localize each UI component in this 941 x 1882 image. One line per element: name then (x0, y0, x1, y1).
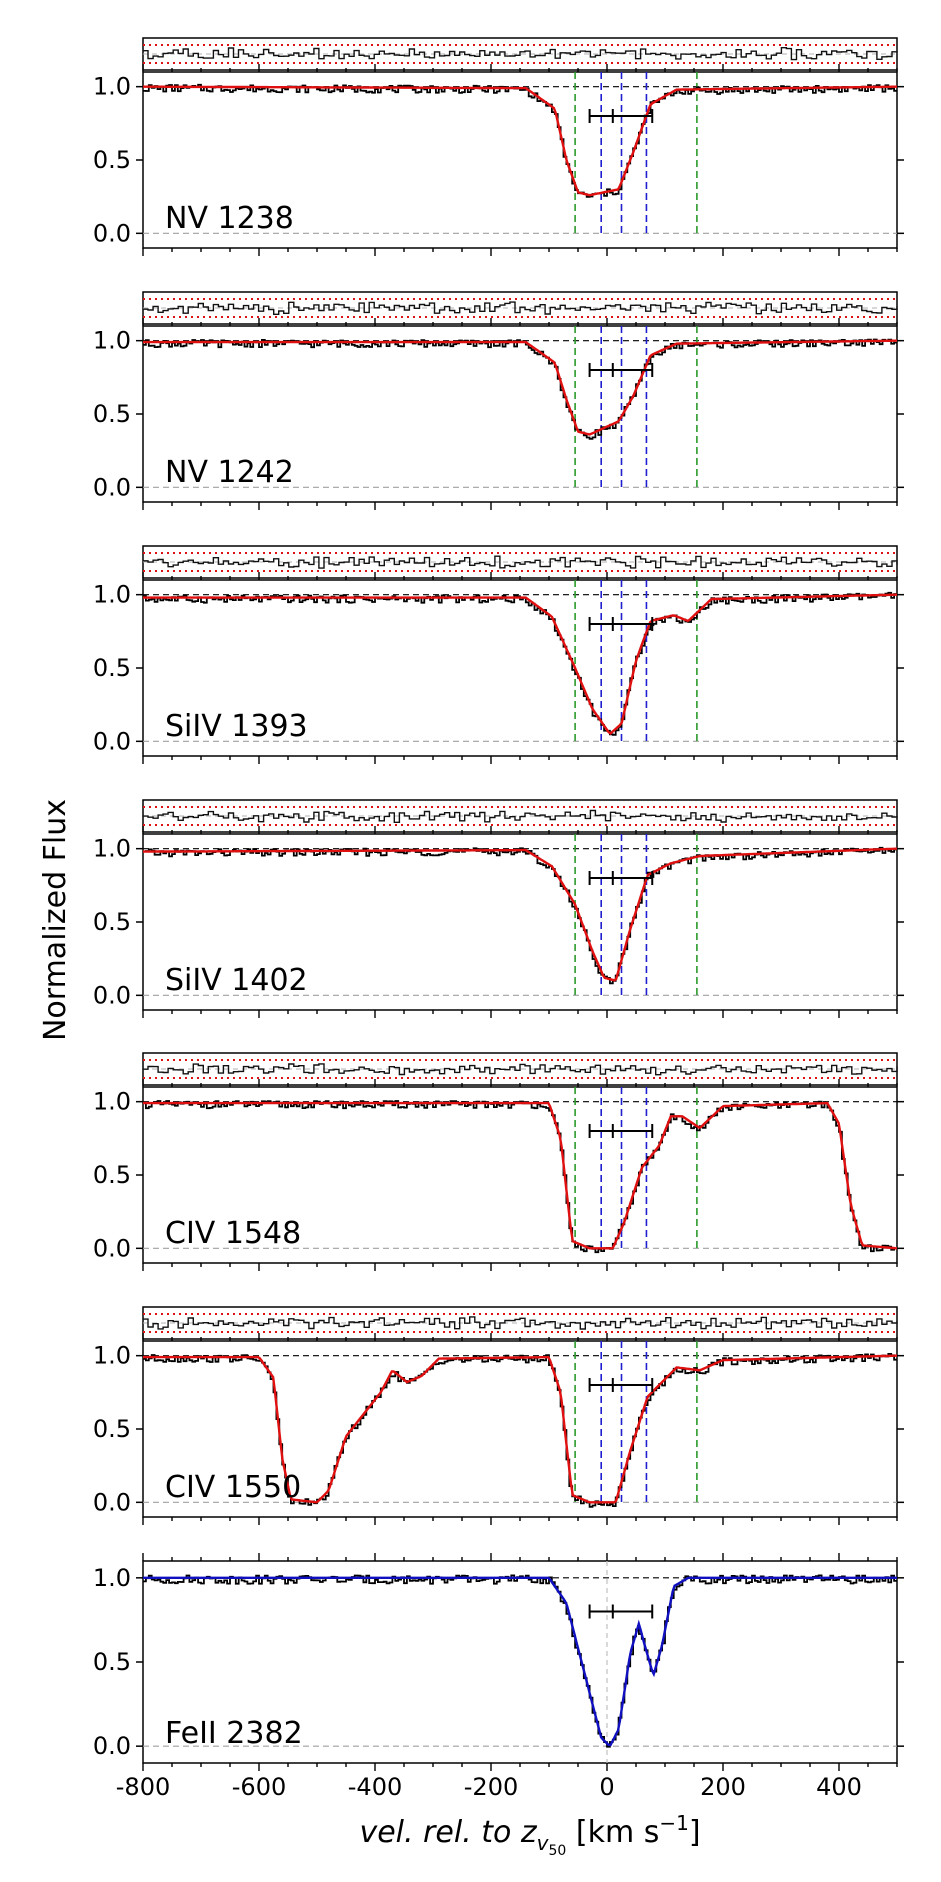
x-tick-label: -400 (348, 1773, 402, 1801)
ion-label: NV 1238 (165, 201, 294, 236)
residual-strip (142, 799, 898, 833)
ion-label: NV 1242 (165, 455, 294, 490)
y-tick-label: 0.5 (93, 400, 131, 428)
y-tick-label: 1.0 (93, 1342, 131, 1370)
y-tick-label: 1.0 (93, 581, 131, 609)
model-fit (143, 847, 897, 982)
model-fit (143, 339, 897, 436)
y-tick-label: 0.0 (93, 219, 131, 247)
y-tick-label: 0.0 (93, 1488, 131, 1516)
y-tick-label: 0.5 (93, 1161, 131, 1189)
residual-strip (142, 37, 898, 71)
y-tick-label: 0.0 (93, 473, 131, 501)
x-tick-label: 0 (599, 1773, 614, 1801)
spectrum-panel: 0.0 0.5 1.0 SiIV 1402 (93, 799, 904, 1018)
spectrum-panel: 0.0 0.5 1.0 SiIV 1393 (93, 545, 904, 764)
y-tick-label: 0.0 (93, 1732, 131, 1760)
panels-layer: 0.0 0.5 1.0 NV 1238 0.0 0.5 1.0 NV 1242 0.0 0.5 1.… (93, 37, 904, 1801)
model-fit (143, 1354, 897, 1504)
ion-label: SiIV 1402 (165, 963, 308, 998)
spectrum-panel: 0.0 0.5 1.0 NV 1242 (93, 291, 904, 510)
y-tick-label: 0.5 (93, 654, 131, 682)
y-tick-label: 0.5 (93, 908, 131, 936)
spectrum-panel: 0.0 0.5 1.0 NV 1238 (93, 37, 904, 256)
y-tick-label: 0.5 (93, 1415, 131, 1443)
y-tick-label: 1.0 (93, 835, 131, 863)
model-fit (143, 593, 897, 736)
spectrum-panel: 0.0 0.5 1.0 CIV 1548 (93, 1052, 904, 1271)
observed-spectrum (143, 591, 897, 736)
y-tick-label: 0.0 (93, 1234, 131, 1262)
residual-strip (142, 1306, 898, 1340)
x-axis-title-unit: [km s (566, 1815, 659, 1850)
y-tick-label: 1.0 (93, 73, 131, 101)
x-axis-title-unit-exp: −1 (659, 1811, 688, 1835)
residual-strip (142, 1052, 898, 1086)
residual-trace (143, 555, 898, 569)
spectrum-panel: 0.0 0.5 1.0 FeII 2382 (93, 1553, 904, 1771)
x-tick-label: -200 (464, 1773, 518, 1801)
x-axis-title-sub: v (537, 1831, 550, 1855)
y-tick-label: 0.5 (93, 1648, 131, 1676)
spectrum-panel: 0.0 0.5 1.0 CIV 1550 (93, 1306, 904, 1525)
ion-label: SiIV 1393 (165, 709, 308, 744)
model-fit (143, 85, 897, 197)
residual-trace (143, 301, 898, 315)
y-tick-label: 0.5 (93, 146, 131, 174)
x-axis-title-unit-close: ] (689, 1815, 701, 1850)
residual-trace (143, 47, 898, 61)
y-tick-label: 1.0 (93, 1088, 131, 1116)
residual-trace (143, 809, 898, 823)
y-axis-title: Normalized Flux (38, 799, 73, 1041)
ion-label: CIV 1550 (165, 1470, 301, 1505)
y-tick-label: 0.0 (93, 727, 131, 755)
y-tick-label: 1.0 (93, 1564, 131, 1592)
x-tick-label: -600 (232, 1773, 286, 1801)
residual-strip (142, 545, 898, 579)
x-axis-title: vel. rel. to zv50 [km s−1] (359, 1811, 700, 1859)
x-tick-label: 200 (700, 1773, 746, 1801)
model-fit (143, 1576, 897, 1747)
y-tick-label: 0.0 (93, 981, 131, 1009)
model-fit (143, 1101, 898, 1250)
residual-strip (142, 291, 898, 325)
residual-trace (143, 1063, 898, 1076)
residual-trace (143, 1316, 898, 1330)
x-axis-title-subsub: 50 (549, 1843, 567, 1859)
x-axis-title-main: vel. rel. to z (359, 1815, 537, 1850)
y-tick-label: 1.0 (93, 327, 131, 355)
observed-spectrum (143, 83, 897, 198)
observed-spectrum (143, 338, 897, 440)
x-tick-label: -800 (116, 1773, 170, 1801)
ion-label: CIV 1548 (165, 1216, 301, 1251)
x-tick-label: 400 (816, 1773, 862, 1801)
ion-label: FeII 2382 (165, 1716, 303, 1751)
